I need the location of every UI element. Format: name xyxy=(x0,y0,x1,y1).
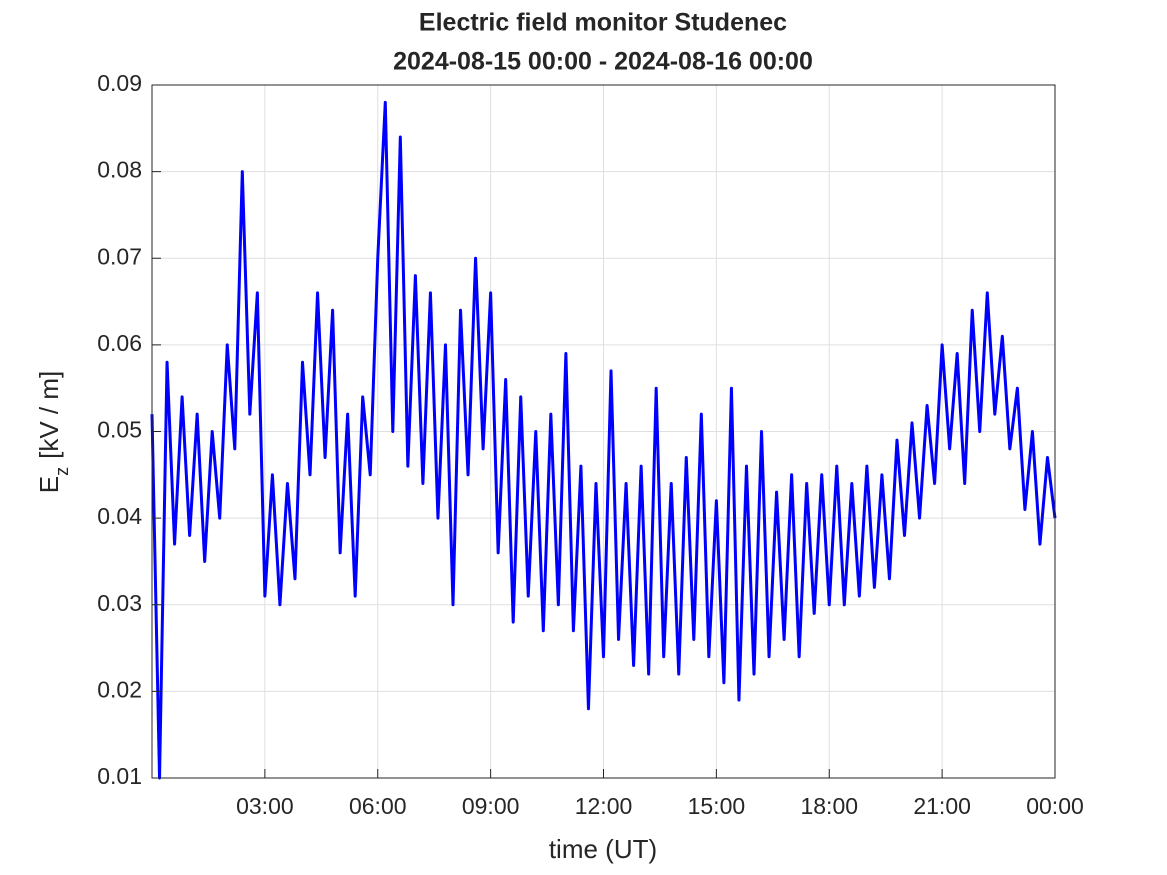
y-axis-label: Ez [kV / m] xyxy=(34,371,72,493)
y-tick-label: 0.04 xyxy=(97,503,142,529)
y-tick-label: 0.01 xyxy=(97,763,142,789)
x-tick-label: 12:00 xyxy=(575,793,633,819)
y-label-unit: [kV / m] xyxy=(34,371,64,459)
y-tick-label: 0.06 xyxy=(97,330,142,356)
y-label-subscript: z xyxy=(52,467,72,476)
x-tick-label: 06:00 xyxy=(349,793,407,819)
y-tick-label: 0.07 xyxy=(97,243,142,269)
y-tick-label: 0.05 xyxy=(97,417,142,443)
y-label-main: E xyxy=(34,476,64,493)
chart-subtitle: 2024-08-15 00:00 - 2024-08-16 00:00 xyxy=(393,48,813,76)
ticks: 0.01 0.02 0.03 0.04 0.05 0.06 0.07 0.08 0.09 03:0… xyxy=(97,70,1084,819)
x-axis-label: time (UT) xyxy=(549,834,657,864)
y-tick-label: 0.02 xyxy=(97,676,142,702)
chart-title: Electric field monitor Studenec xyxy=(419,9,787,37)
y-tick-label: 0.08 xyxy=(97,157,142,183)
x-tick-label: 15:00 xyxy=(688,793,746,819)
x-tick-label: 21:00 xyxy=(913,793,971,819)
y-tick-label: 0.03 xyxy=(97,590,142,616)
data-line xyxy=(150,100,1057,780)
y-tick-label: 0.09 xyxy=(97,70,142,96)
x-tick-label: 09:00 xyxy=(462,793,520,819)
plot-area xyxy=(150,100,1057,780)
x-tick-label: 18:00 xyxy=(800,793,858,819)
x-tick-label: 00:00 xyxy=(1026,793,1084,819)
x-tick-label: 03:00 xyxy=(236,793,294,819)
